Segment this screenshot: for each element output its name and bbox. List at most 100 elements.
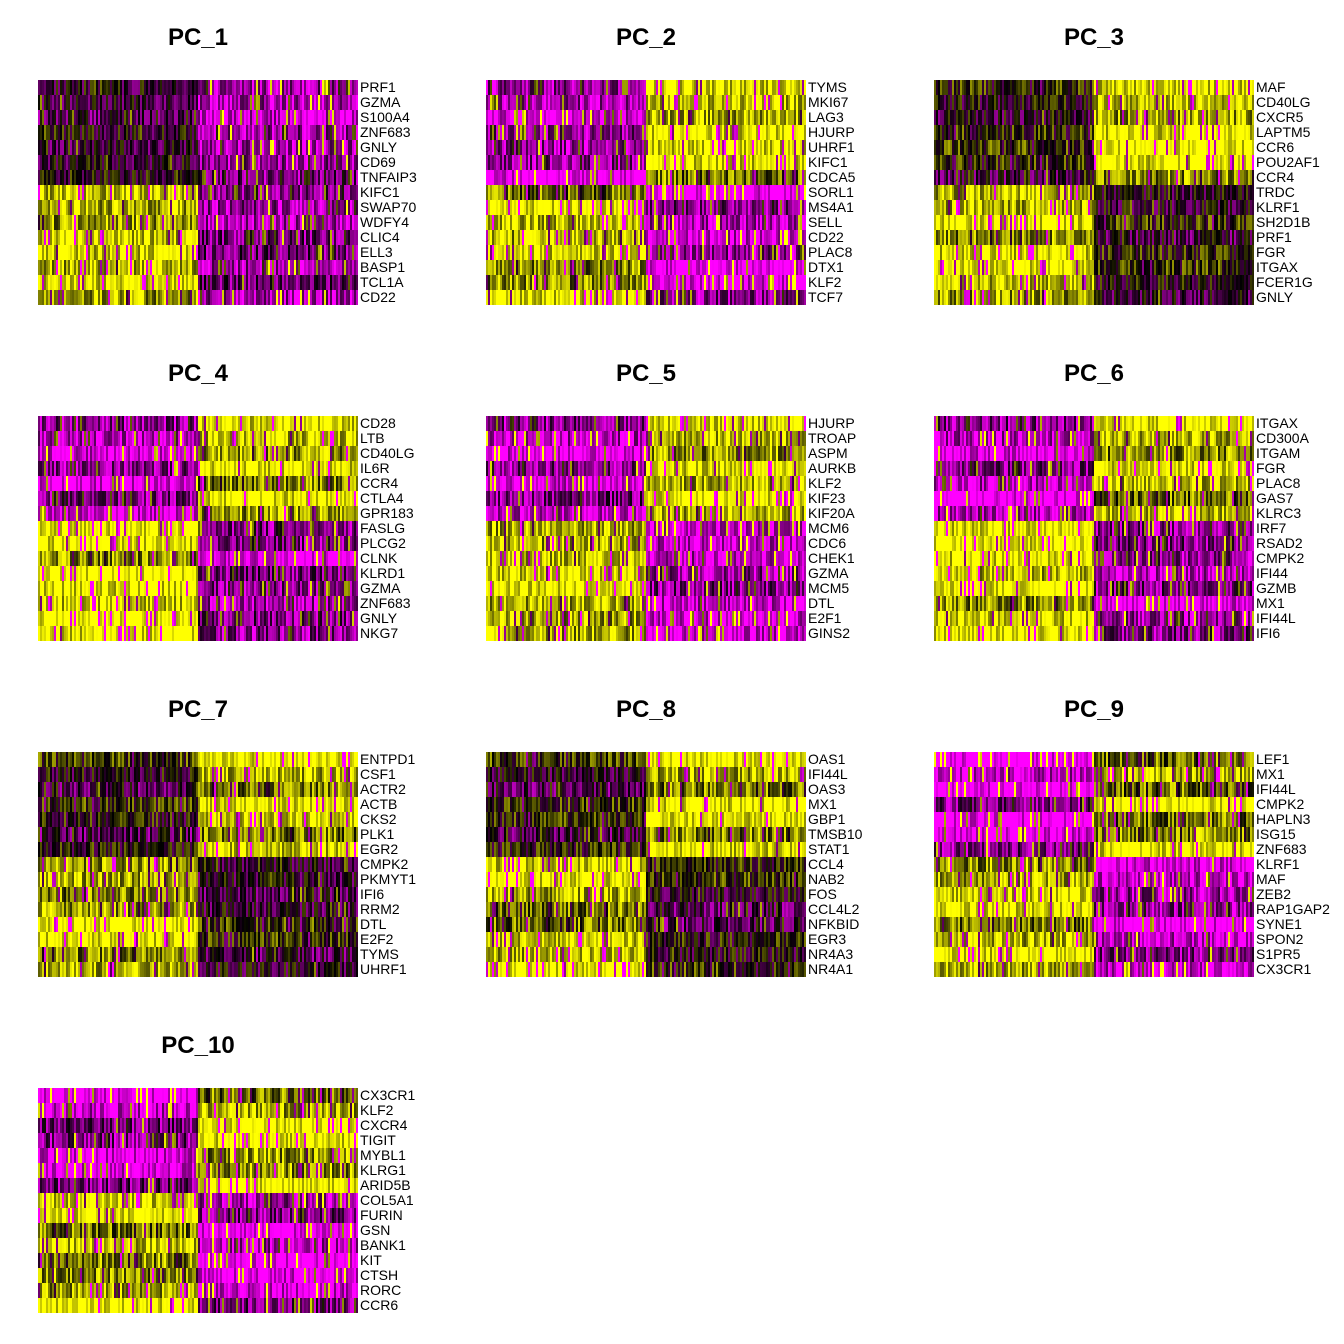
heatmap-cell xyxy=(62,245,65,261)
heatmap-cell xyxy=(310,80,313,96)
heatmap-cell xyxy=(756,80,759,96)
heatmap-cell xyxy=(82,80,85,96)
heatmap-cell xyxy=(234,125,237,141)
heatmap-cell xyxy=(90,200,93,216)
heatmap-cell xyxy=(334,200,337,216)
heatmap-cell xyxy=(188,80,191,96)
heatmap-cell xyxy=(606,245,609,261)
heatmap-cell xyxy=(546,230,549,246)
heatmap-cell xyxy=(702,125,705,141)
heatmap-cell xyxy=(206,110,209,126)
heatmap-cell xyxy=(140,110,143,126)
heatmap-cell xyxy=(142,110,145,126)
heatmap-cell xyxy=(100,215,103,231)
heatmap-cell xyxy=(736,110,739,126)
heatmap-cell xyxy=(584,290,587,305)
heatmap-cell xyxy=(320,155,323,171)
heatmap-cell xyxy=(766,140,769,156)
heatmap-cell xyxy=(90,215,93,231)
heatmap-cell xyxy=(662,95,665,111)
heatmap-cell xyxy=(662,110,665,126)
heatmap-cell xyxy=(296,260,299,276)
heatmap-cell xyxy=(714,215,717,231)
heatmap-cell xyxy=(118,260,121,276)
heatmap-cell xyxy=(582,215,585,231)
heatmap-cell xyxy=(516,95,519,111)
heatmap-cell xyxy=(1100,80,1103,96)
heatmap-cell xyxy=(86,260,89,276)
heatmap-cell xyxy=(236,260,239,276)
heatmap-cell xyxy=(264,215,267,231)
heatmap-cell xyxy=(180,230,183,246)
heatmap-cell xyxy=(486,155,489,171)
heatmap-cell xyxy=(222,245,225,261)
heatmap-cell xyxy=(628,275,631,291)
heatmap-cell xyxy=(162,185,165,201)
heatmap-cell xyxy=(336,290,339,305)
heatmap-cell xyxy=(592,110,595,126)
heatmap-cell xyxy=(626,110,629,126)
heatmap-cell xyxy=(722,125,725,141)
heatmap-cell xyxy=(316,185,319,201)
heatmap-cell xyxy=(514,245,517,261)
heatmap-cell xyxy=(796,155,799,171)
heatmap-cell xyxy=(640,185,643,201)
heatmap-cell xyxy=(122,125,125,141)
heatmap-cell xyxy=(196,185,199,201)
heatmap-cell xyxy=(532,230,535,246)
heatmap-cell xyxy=(134,140,137,156)
heatmap-cell xyxy=(644,80,647,96)
heatmap-cell xyxy=(136,140,139,156)
heatmap-cell xyxy=(142,80,145,96)
heatmap-cell xyxy=(718,275,721,291)
heatmap-cell xyxy=(150,110,153,126)
heatmap-cell xyxy=(120,215,123,231)
heatmap-cell xyxy=(106,125,109,141)
heatmap-cell xyxy=(804,80,806,96)
heatmap-cell xyxy=(262,290,265,305)
heatmap-cell xyxy=(324,230,327,246)
heatmap-cell xyxy=(776,290,779,305)
heatmap-cell xyxy=(192,185,195,201)
heatmap-cell xyxy=(142,230,145,246)
heatmap-cell xyxy=(698,140,701,156)
heatmap-cell xyxy=(84,230,87,246)
heatmap-cell xyxy=(222,170,225,186)
heatmap-cell xyxy=(792,290,795,305)
heatmap-cell xyxy=(240,170,243,186)
heatmap-cell xyxy=(530,185,533,201)
heatmap-cell xyxy=(96,95,99,111)
heatmap-cell xyxy=(176,170,179,186)
heatmap-cell xyxy=(676,215,679,231)
heatmap-cell xyxy=(304,155,307,171)
heatmap-cell xyxy=(510,140,513,156)
heatmap-cell xyxy=(702,245,705,261)
heatmap-cell xyxy=(116,140,119,156)
heatmap-cell xyxy=(190,170,193,186)
heatmap-cell xyxy=(762,170,765,186)
heatmap-cell xyxy=(306,155,309,171)
heatmap-cell xyxy=(792,170,795,186)
heatmap-cell xyxy=(216,260,219,276)
heatmap-cell xyxy=(508,200,511,216)
heatmap-cell xyxy=(1144,80,1147,96)
heatmap-cell xyxy=(68,155,71,171)
heatmap-cell xyxy=(692,230,695,246)
heatmap-cell xyxy=(224,140,227,156)
heatmap-cell xyxy=(242,230,245,246)
heatmap-cell xyxy=(74,95,77,111)
heatmap-cell xyxy=(494,155,497,171)
heatmap-cell xyxy=(184,170,187,186)
heatmap-cell xyxy=(274,140,277,156)
heatmap-cell xyxy=(296,125,299,141)
heatmap-cell xyxy=(310,170,313,186)
heatmap-cell xyxy=(594,80,597,96)
heatmap-cell xyxy=(762,275,765,291)
heatmap-cell xyxy=(646,95,649,111)
heatmap-cell xyxy=(224,245,227,261)
heatmap-cell xyxy=(620,170,623,186)
heatmap-cell xyxy=(774,95,777,111)
heatmap-cell xyxy=(678,125,681,141)
heatmap-cell xyxy=(104,200,107,216)
heatmap-cell xyxy=(352,170,355,186)
